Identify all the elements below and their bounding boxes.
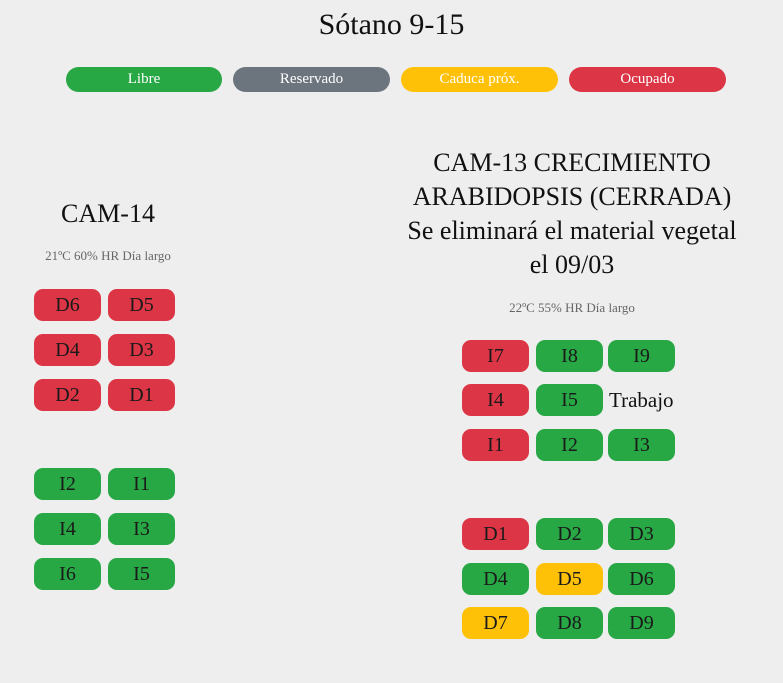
cam14-slot-d1[interactable]: D1	[108, 379, 175, 411]
cam13-title-line2: ARABIDOPSIS (CERRADA)	[412, 182, 732, 211]
cam14-slot-i1[interactable]: I1	[108, 468, 175, 500]
legend-reservado: Reservado	[233, 67, 390, 92]
cam14-slot-i5[interactable]: I5	[108, 558, 175, 590]
cam13-slot-d5[interactable]: D5	[536, 563, 603, 595]
cam13-slot-i9[interactable]: I9	[608, 340, 675, 372]
cam13-title-line3: Se eliminará el material vegetal	[407, 216, 737, 245]
cam13-slot-d8[interactable]: D8	[536, 607, 603, 639]
cam13-slot-d4[interactable]: D4	[462, 563, 529, 595]
cam14-slot-d5[interactable]: D5	[108, 289, 175, 321]
cam13-work-label: Trabajo	[609, 388, 674, 412]
cam13-title: CAM-13 CRECIMIENTO ARABIDOPSIS (CERRADA)…	[372, 146, 772, 282]
cam13-slot-d1[interactable]: D1	[462, 518, 529, 550]
cam13-conditions: 22ºC 55% HR Día largo	[509, 300, 635, 315]
cam13-slot-i4[interactable]: I4	[462, 384, 529, 416]
cam13-slot-d2[interactable]: D2	[536, 518, 603, 550]
cam14-slot-d2[interactable]: D2	[34, 379, 101, 411]
cam14-slot-i4[interactable]: I4	[34, 513, 101, 545]
cam13-slot-i2[interactable]: I2	[536, 429, 603, 461]
cam13-slot-i8[interactable]: I8	[536, 340, 603, 372]
legend-libre: Libre	[66, 67, 222, 92]
cam13-title-line1: CAM-13 CRECIMIENTO	[433, 148, 711, 177]
cam14-slot-i3[interactable]: I3	[108, 513, 175, 545]
cam13-slot-d6[interactable]: D6	[608, 563, 675, 595]
cam13-slot-d3[interactable]: D3	[608, 518, 675, 550]
cam13-slot-i5[interactable]: I5	[536, 384, 603, 416]
legend-caduca-prox: Caduca próx.	[401, 67, 558, 92]
cam14-title: CAM-14	[61, 199, 155, 228]
cam13-slot-d9[interactable]: D9	[608, 607, 675, 639]
cam14-slot-i6[interactable]: I6	[34, 558, 101, 590]
legend-ocupado: Ocupado	[569, 67, 726, 92]
cam14-conditions: 21ºC 60% HR Día largo	[45, 248, 171, 263]
cam14-slot-d4[interactable]: D4	[34, 334, 101, 366]
cam13-slot-d7[interactable]: D7	[462, 607, 529, 639]
cam13-slot-i1[interactable]: I1	[462, 429, 529, 461]
cam14-slot-i2[interactable]: I2	[34, 468, 101, 500]
cam13-slot-i3[interactable]: I3	[608, 429, 675, 461]
cam14-slot-d3[interactable]: D3	[108, 334, 175, 366]
cam14-slot-d6[interactable]: D6	[34, 289, 101, 321]
page-title: Sótano 9-15	[318, 8, 465, 41]
cam13-slot-i7[interactable]: I7	[462, 340, 529, 372]
cam13-title-line4: el 09/03	[529, 250, 615, 279]
